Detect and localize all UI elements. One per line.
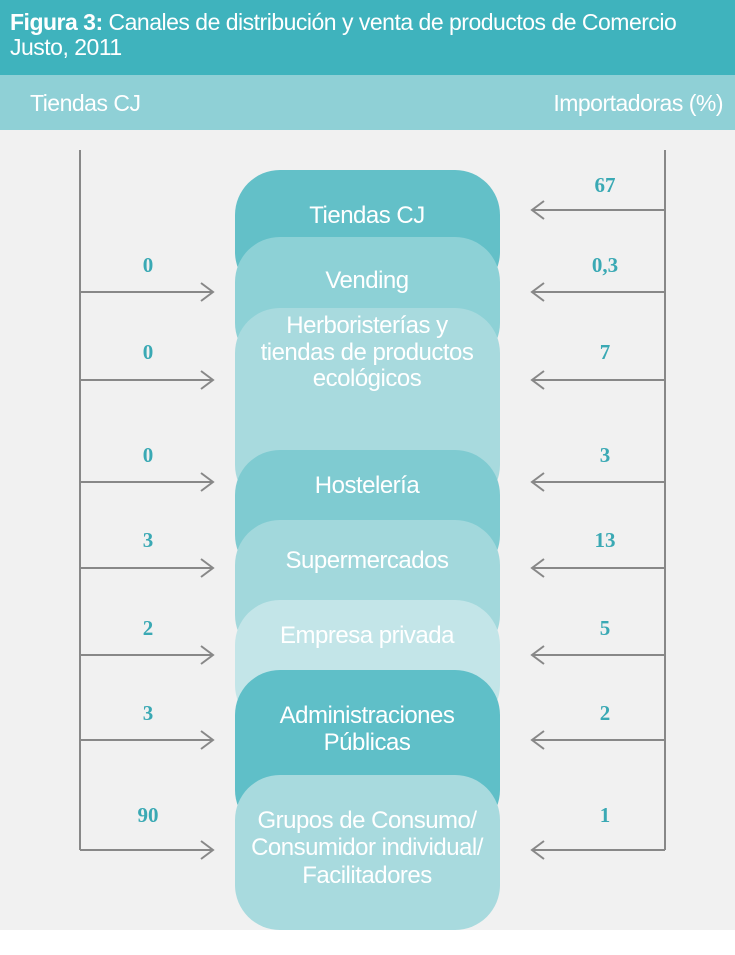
importer-value: 13 bbox=[595, 528, 616, 552]
channel-label: tiendas de productos bbox=[261, 339, 474, 366]
channel-label: Herboristerías y bbox=[286, 312, 448, 339]
figure-label: Figura 3: bbox=[10, 9, 103, 35]
channel-label: Grupos de Consumo/ bbox=[257, 807, 477, 834]
arrowhead bbox=[200, 282, 215, 302]
header-text: Figura 3: Canales de distribución y vent… bbox=[10, 10, 725, 60]
arrowhead bbox=[200, 840, 215, 860]
arrowhead bbox=[530, 472, 545, 492]
arrowhead bbox=[530, 282, 545, 302]
arrowhead bbox=[530, 200, 545, 220]
importer-value: 1 bbox=[600, 803, 611, 827]
store-value: 0 bbox=[143, 443, 154, 467]
arrowhead bbox=[530, 370, 545, 390]
channel-box bbox=[235, 775, 500, 930]
channel-label: Públicas bbox=[324, 729, 411, 756]
diagram: Tiendas CJ 67 Vending 0,3 0 Herboristerías yt… bbox=[0, 130, 735, 930]
importer-value: 0,3 bbox=[592, 253, 618, 277]
importer-value: 7 bbox=[600, 340, 611, 364]
column-headers: Tiendas CJ Importadoras (%) bbox=[0, 75, 735, 130]
arrowhead bbox=[200, 558, 215, 578]
arrowhead bbox=[200, 730, 215, 750]
channel-label: Supermercados bbox=[286, 547, 449, 574]
arrowhead bbox=[530, 558, 545, 578]
channel-label: Empresa privada bbox=[280, 622, 455, 649]
importer-value: 3 bbox=[600, 443, 611, 467]
store-value: 3 bbox=[143, 528, 154, 552]
channel-label: Facilitadores bbox=[302, 862, 432, 889]
channel-label: Hostelería bbox=[315, 472, 421, 499]
arrowhead bbox=[200, 472, 215, 492]
channel-label: Vending bbox=[325, 267, 408, 294]
store-value: 90 bbox=[138, 803, 159, 827]
store-value: 3 bbox=[143, 701, 154, 725]
importer-value: 67 bbox=[595, 173, 616, 197]
store-value: 0 bbox=[143, 340, 154, 364]
arrowhead bbox=[530, 730, 545, 750]
importer-value: 5 bbox=[600, 616, 611, 640]
arrowhead bbox=[530, 645, 545, 665]
arrowhead bbox=[530, 840, 545, 860]
figure-title: Canales de distribución y venta de produ… bbox=[10, 9, 677, 60]
channel-label: ecológicos bbox=[313, 365, 422, 392]
store-value: 2 bbox=[143, 616, 154, 640]
channel-label: Tiendas CJ bbox=[309, 202, 425, 229]
arrowhead bbox=[200, 370, 215, 390]
right-column-label: Importadoras (%) bbox=[553, 90, 723, 116]
channel-label: Administraciones bbox=[280, 702, 455, 729]
header: Figura 3: Canales de distribución y vent… bbox=[0, 0, 735, 75]
arrowhead bbox=[200, 645, 215, 665]
store-value: 0 bbox=[143, 253, 154, 277]
left-column-label: Tiendas CJ bbox=[30, 90, 141, 116]
importer-value: 2 bbox=[600, 701, 611, 725]
channel-label: Consumidor individual/ bbox=[251, 834, 484, 861]
